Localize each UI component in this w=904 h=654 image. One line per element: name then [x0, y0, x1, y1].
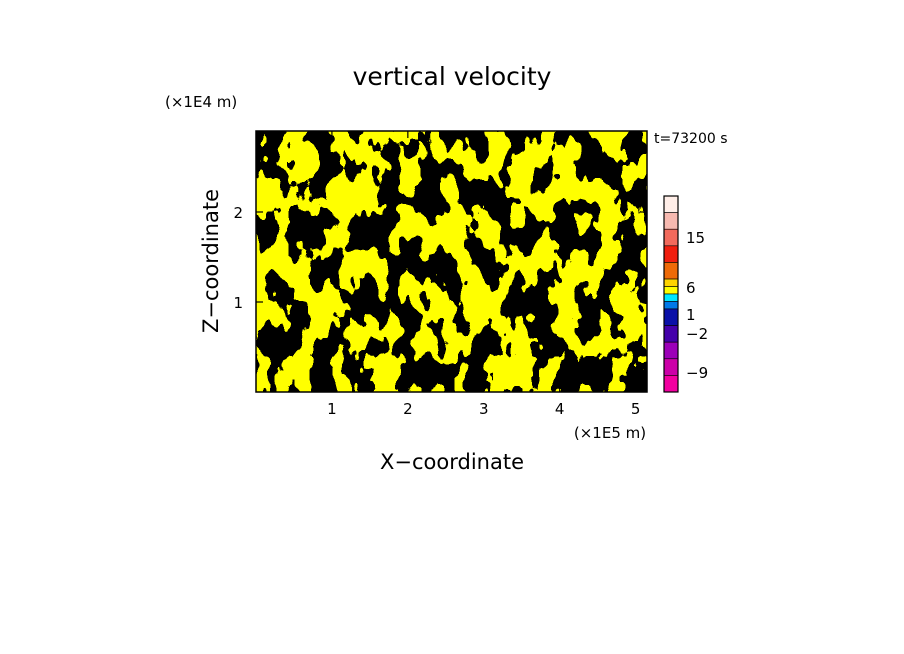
colorbar-level-9 — [663, 301, 679, 310]
colorbar-level-13 — [663, 358, 679, 376]
x-axis-ticks: 1 2 3 4 5 — [327, 131, 640, 418]
colorbar-label-2: 6 — [686, 279, 696, 297]
colorbar-level-6 — [663, 278, 679, 287]
y-axis-ticks: 12 — [233, 204, 647, 312]
positive-velocity-region — [256, 131, 647, 392]
colorbar-label-1: 15 — [686, 229, 705, 247]
y-unit-label: (×1E4 m) — [165, 93, 237, 111]
colorbar-frame — [663, 195, 679, 393]
x-unit-label: (×1E5 m) — [574, 424, 646, 442]
x-axis-label: X−coordinate — [380, 450, 524, 474]
x-tick-label-2: 2 — [403, 400, 413, 418]
x-tick-label-3: 3 — [479, 400, 489, 418]
plot-frame — [255, 130, 648, 393]
time-label: t=73200 s — [654, 131, 728, 147]
colorbar-level-12 — [663, 341, 679, 360]
colorbar-level-1 — [663, 195, 679, 213]
x-tick-label-5: 5 — [631, 400, 641, 418]
contour-field — [256, 131, 647, 392]
colorbar: 15 6 1−2 −9 — [663, 195, 708, 393]
y-tick-label-1: 1 — [233, 294, 243, 312]
y-axis-label: Z−coordinate — [199, 189, 223, 333]
colorbar-level-2 — [663, 212, 679, 230]
chart-title: vertical velocity — [353, 62, 552, 91]
colorbar-level-11 — [663, 325, 679, 343]
x-tick-label-1: 1 — [327, 400, 337, 418]
colorbar-label-3: 1 — [686, 306, 696, 324]
colorbar-level-7 — [663, 286, 679, 295]
colorbar-label-4: −2 — [686, 325, 708, 343]
colorbar-label-5: −9 — [686, 364, 708, 382]
x-tick-label-4: 4 — [555, 400, 565, 418]
colorbar-level-3 — [663, 228, 679, 247]
colorbar-level-5 — [663, 262, 679, 280]
colorbar-level-10 — [663, 308, 679, 326]
colorbar-level-4 — [663, 245, 679, 263]
y-tick-label-2: 2 — [233, 204, 243, 222]
colorbar-level-8 — [663, 293, 679, 302]
colorbar-level-14 — [663, 375, 679, 393]
